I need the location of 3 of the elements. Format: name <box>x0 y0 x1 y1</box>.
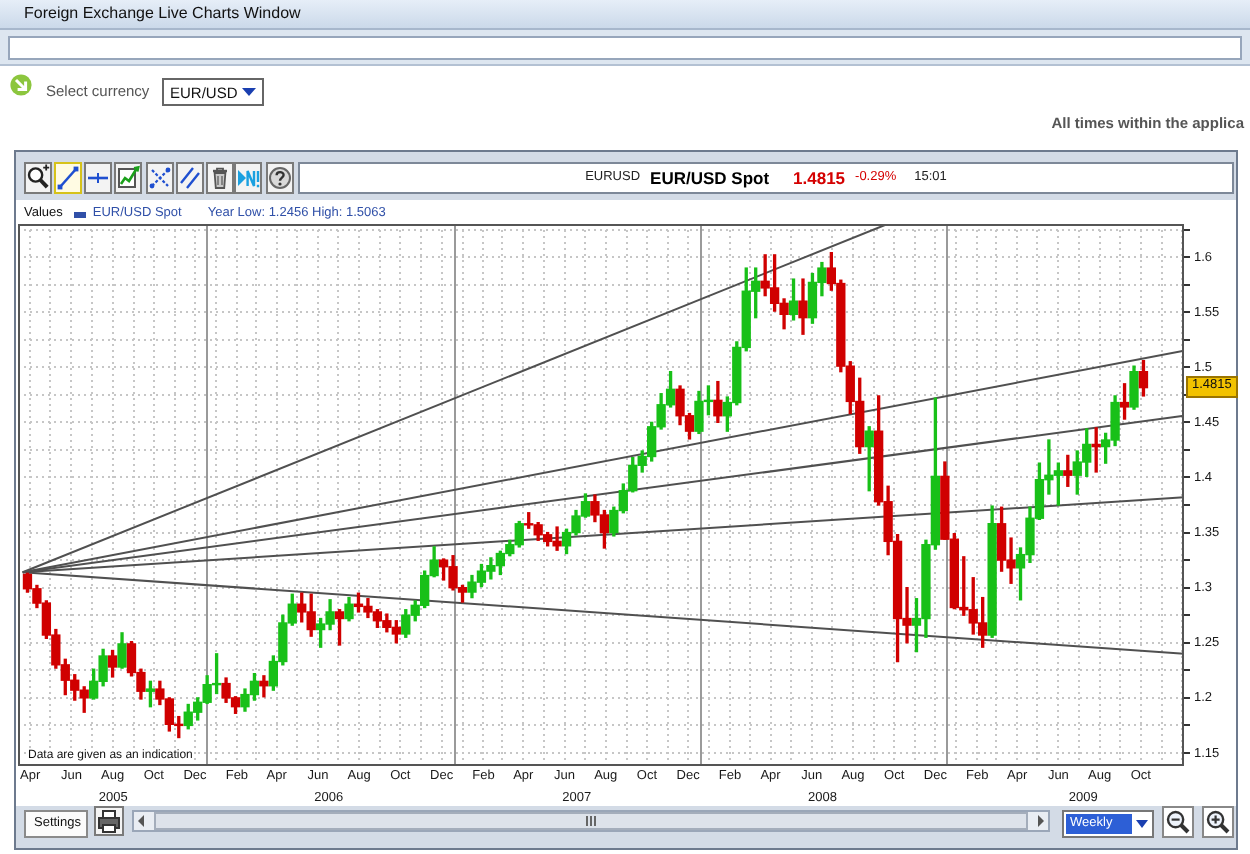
chart-title: EUR/USD Spot <box>650 167 770 188</box>
text: Foreign Exchange Live Charts Window <box>24 4 301 22</box>
text: 1.4815 <box>793 167 846 188</box>
